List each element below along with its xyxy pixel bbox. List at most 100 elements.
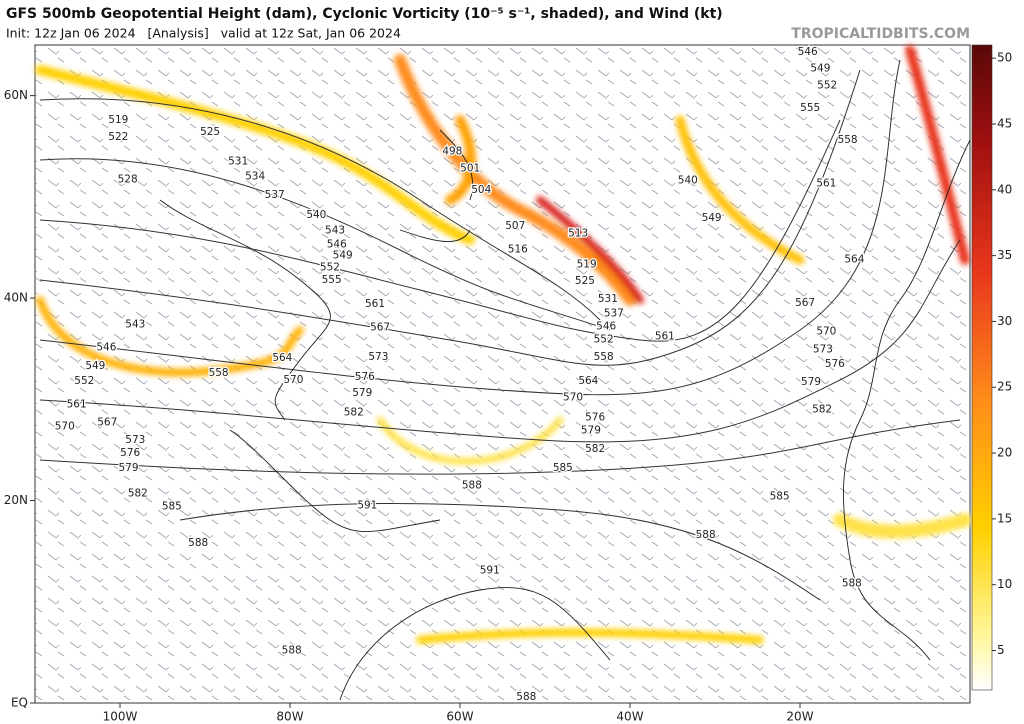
contour-label: 549 xyxy=(810,62,830,74)
contour-label: 549 xyxy=(333,250,353,262)
contour-label: 564 xyxy=(844,254,864,266)
colorbar-tick-label: 20 xyxy=(997,446,1012,460)
colorbar-tick-label: 5 xyxy=(997,643,1005,657)
vorticity-shading xyxy=(35,45,972,644)
contour-label: 546 xyxy=(798,46,818,58)
contour-label: 588 xyxy=(696,529,716,541)
contour-label: 549 xyxy=(702,212,722,224)
subtitle: Init: 12z Jan 06 2024 [Analysis] valid a… xyxy=(6,26,401,41)
contour-label: 591 xyxy=(480,564,500,576)
contour-label: 546 xyxy=(96,342,116,354)
contour-label: 579 xyxy=(581,425,601,437)
x-tick-label: 80W xyxy=(276,710,303,724)
contour-label: 576 xyxy=(585,412,605,424)
title: GFS 500mb Geopotential Height (dam), Cyc… xyxy=(6,6,723,22)
contour-label: 567 xyxy=(370,321,390,333)
contour-label: 519 xyxy=(577,259,597,271)
contour-label: 588 xyxy=(188,537,208,549)
contour-label: 570 xyxy=(55,421,75,433)
contour-label: 528 xyxy=(118,174,138,186)
x-tick-label: 100W xyxy=(103,710,138,724)
contour-label: 579 xyxy=(118,462,138,474)
contour-label: 516 xyxy=(508,243,528,255)
contour-label: 540 xyxy=(678,175,698,187)
contour-label: 522 xyxy=(108,131,128,143)
contour-label: 534 xyxy=(245,171,265,183)
contour-label: 582 xyxy=(344,406,364,418)
y-tick-label: 40N xyxy=(4,291,28,305)
colorbar-tick-label: 35 xyxy=(997,248,1012,262)
contour-label: 573 xyxy=(125,434,145,446)
y-tick-label: 20N xyxy=(4,493,28,507)
contour-label: 570 xyxy=(283,374,303,386)
x-tick-label: 60W xyxy=(446,710,473,724)
contour-label: 576 xyxy=(355,371,375,383)
contour-label: 558 xyxy=(594,351,614,363)
contour-label: 588 xyxy=(282,644,302,656)
y-tick-label: EQ xyxy=(11,696,28,710)
contour-label: 576 xyxy=(825,358,845,370)
contour-label: 561 xyxy=(67,398,87,410)
contour-label: 525 xyxy=(200,126,220,138)
colorbar-tick-label: 45 xyxy=(997,116,1012,130)
contour-label: 543 xyxy=(125,318,145,330)
contour-label: 582 xyxy=(128,487,148,499)
colorbar-tick-label: 30 xyxy=(997,314,1012,328)
contour-label: 582 xyxy=(812,403,832,415)
colorbar-scale xyxy=(971,44,993,691)
contour-label: 588 xyxy=(516,691,536,703)
contour-label: 567 xyxy=(795,297,815,309)
contour-label: 507 xyxy=(505,220,525,232)
contour-label: 582 xyxy=(585,443,605,455)
contour-label: 552 xyxy=(594,334,614,346)
contour-label: 558 xyxy=(838,134,858,146)
contour-label: 552 xyxy=(74,375,94,387)
contour-label: 588 xyxy=(462,479,482,491)
contour-label: 558 xyxy=(209,367,229,379)
contour-label: 552 xyxy=(320,262,340,274)
contour-label: 531 xyxy=(228,155,248,167)
coastlines xyxy=(159,129,971,701)
contour-label: 576 xyxy=(120,447,140,459)
contour-label: 537 xyxy=(265,189,285,201)
contour-label: 591 xyxy=(357,500,377,512)
x-tick-label: 40W xyxy=(616,710,643,724)
contour-label: 543 xyxy=(325,224,345,236)
colorbar-tick-label: 10 xyxy=(997,577,1012,591)
contour-label: 537 xyxy=(604,307,624,319)
contour-label: 513 xyxy=(568,227,588,239)
contour-label: 573 xyxy=(813,344,833,356)
colorbar-tick-label: 25 xyxy=(997,380,1012,394)
colorbar xyxy=(971,44,993,691)
contour-label: 564 xyxy=(272,352,292,364)
contour-label: 564 xyxy=(578,375,598,387)
contour-label: 555 xyxy=(800,102,820,114)
contour-label: 540 xyxy=(306,209,326,221)
contour-label: 561 xyxy=(655,331,675,343)
contour-label: 525 xyxy=(575,275,595,287)
height-contours xyxy=(39,59,961,601)
x-tick-label: 20W xyxy=(786,710,813,724)
contour-label: 570 xyxy=(816,325,836,337)
contour-label: 531 xyxy=(598,293,618,305)
contour-label: 585 xyxy=(770,490,790,502)
contour-label: 546 xyxy=(596,320,616,332)
contour-label: 570 xyxy=(563,391,583,403)
colorbar-tick-label: 50 xyxy=(997,51,1012,65)
contour-label: 501 xyxy=(460,163,480,175)
contour-label: 585 xyxy=(553,462,573,474)
contour-label: 588 xyxy=(842,578,862,590)
colorbar-tick-label: 15 xyxy=(997,511,1012,525)
contour-label: 504 xyxy=(471,184,491,196)
contour-label: 573 xyxy=(368,351,388,363)
contour-label: 549 xyxy=(85,360,105,372)
contour-label: 561 xyxy=(816,178,836,190)
contour-label: 498 xyxy=(442,145,462,157)
contour-label: 567 xyxy=(97,417,117,429)
contour-label: 552 xyxy=(817,79,837,91)
y-tick-label: 60N xyxy=(4,88,28,102)
contour-label: 546 xyxy=(327,238,347,250)
contour-label: 579 xyxy=(801,376,821,388)
